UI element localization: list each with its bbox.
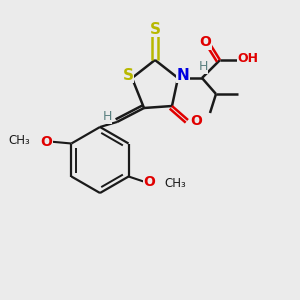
Text: H: H <box>198 61 208 74</box>
Text: S: S <box>122 68 134 82</box>
Text: CH₃: CH₃ <box>9 134 30 147</box>
Text: H: H <box>102 110 112 124</box>
Text: O: O <box>190 114 202 128</box>
Text: S: S <box>149 22 161 37</box>
Text: O: O <box>144 176 155 190</box>
Text: N: N <box>177 68 189 82</box>
Text: OH: OH <box>238 52 259 65</box>
Text: CH₃: CH₃ <box>165 177 186 190</box>
Text: O: O <box>40 134 52 148</box>
Text: O: O <box>199 35 211 49</box>
